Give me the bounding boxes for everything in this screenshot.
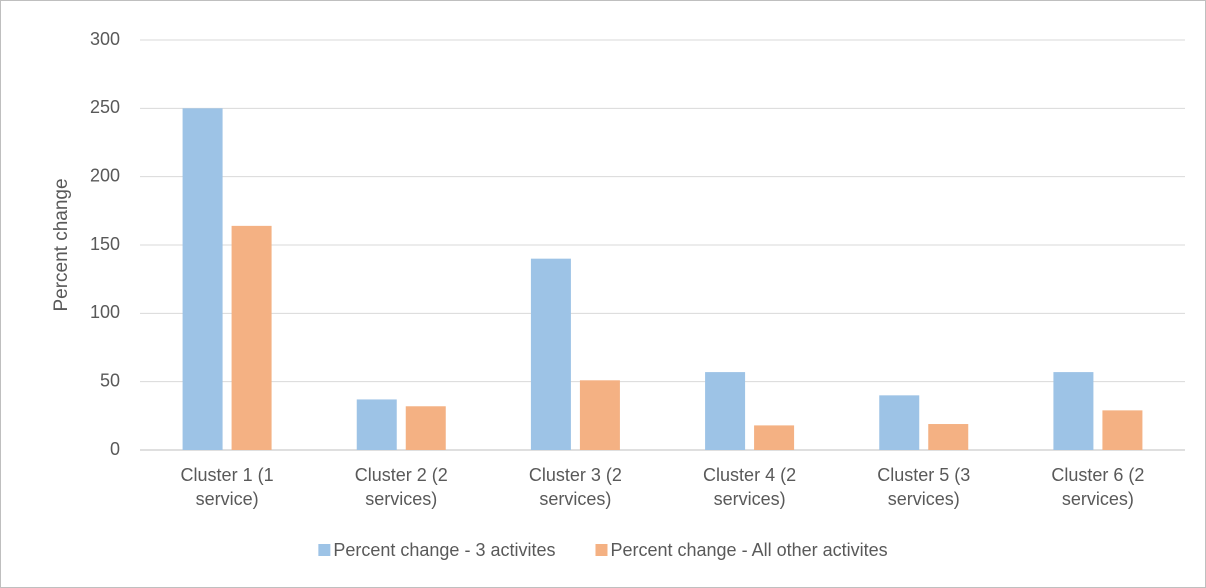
x-tick-label: Cluster 3 (2 services) [529, 465, 622, 509]
x-tick-label: Cluster 1 (1 service) [181, 465, 274, 509]
y-tick-label: 250 [90, 97, 120, 117]
legend-swatch [595, 544, 608, 556]
bar [879, 395, 920, 450]
bar [356, 399, 397, 450]
bar [705, 372, 746, 450]
y-tick-label: 200 [90, 165, 120, 185]
bar [928, 424, 969, 450]
bar [754, 425, 795, 450]
y-tick-label: 0 [110, 439, 120, 459]
x-tick-label: Cluster 2 (2 services) [355, 465, 448, 509]
y-tick-label: 300 [90, 29, 120, 49]
bar [1102, 410, 1143, 450]
x-tick-label: Cluster 6 (2 services) [1051, 465, 1144, 509]
y-tick-label: 150 [90, 234, 120, 254]
bar [405, 406, 446, 450]
bar [1053, 372, 1094, 450]
x-tick-label: Cluster 4 (2 services) [703, 465, 796, 509]
bar [579, 380, 620, 450]
legend-swatch [318, 544, 331, 556]
y-tick-label: 50 [100, 370, 120, 390]
y-axis-title: Percent change [51, 178, 72, 311]
legend-label: Percent change - 3 activites [333, 540, 555, 560]
bar [231, 225, 272, 450]
bar [182, 108, 223, 450]
legend-label: Percent change - All other activites [610, 540, 887, 560]
bar [530, 258, 571, 450]
x-tick-label: Cluster 5 (3 services) [877, 465, 970, 509]
y-tick-label: 100 [90, 302, 120, 322]
